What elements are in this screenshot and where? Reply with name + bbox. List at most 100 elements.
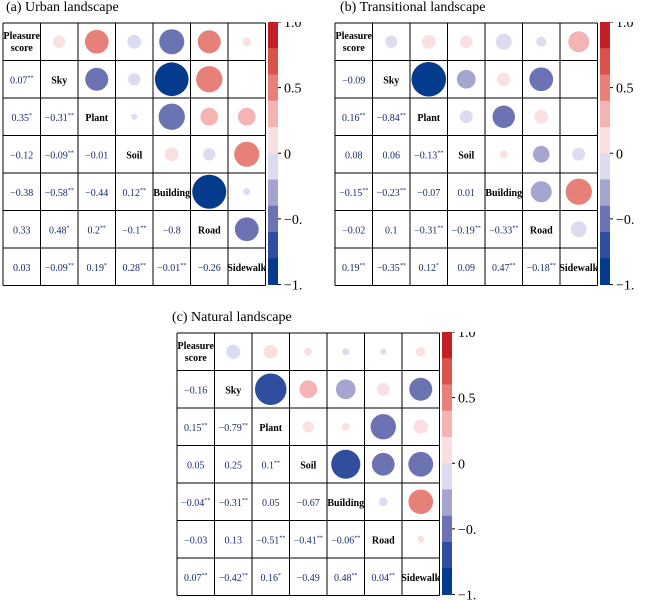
corr-circle <box>377 383 390 396</box>
coef-label: −0.09** <box>45 263 74 274</box>
coef-label: −0.19** <box>452 225 481 236</box>
coef-label: 0.05 <box>187 460 205 471</box>
coef-label: −0.23** <box>377 188 406 199</box>
diag-label: score <box>343 43 366 54</box>
coef-label: −0.16 <box>184 385 207 396</box>
coef-label: 0.16** <box>342 113 366 124</box>
legend-bin <box>600 180 610 207</box>
corr-circle <box>264 345 278 359</box>
corr-circle <box>336 379 356 399</box>
coef-label: −0.8 <box>163 225 181 236</box>
corr-circle <box>203 148 215 160</box>
coef-label: 0.16* <box>261 573 282 584</box>
corr-circle <box>200 108 218 126</box>
legend-bin <box>600 75 610 102</box>
corr-circle <box>493 106 515 128</box>
corr-circle <box>128 73 140 85</box>
corr-circle <box>408 452 433 477</box>
legend-tick-label: 0.5 <box>458 392 476 407</box>
coef-label: −0.09** <box>45 150 74 161</box>
corr-circle <box>385 36 397 48</box>
diag-label: Sidewalk <box>227 263 266 274</box>
legend-bin <box>268 127 278 154</box>
legend-bin <box>442 490 452 517</box>
diag-label: Sky <box>225 385 241 396</box>
coef-label: −0.09 <box>342 75 365 86</box>
legend-bin <box>268 48 278 75</box>
diag-label: Road <box>372 535 395 546</box>
corr-circle <box>536 37 546 47</box>
legend-bin <box>268 153 278 180</box>
corr-circle <box>255 373 287 405</box>
corr-circle <box>533 146 550 163</box>
corr-circle <box>571 221 587 237</box>
legend-tick-label: −0.5 <box>616 213 634 228</box>
coef-label: −0.06** <box>331 535 360 546</box>
coef-label: 0.48** <box>334 573 358 584</box>
legend-tick-label: −1.0 <box>616 279 634 293</box>
legend-tick-label: 1.0 <box>616 22 634 31</box>
corr-circle <box>417 536 424 543</box>
corr-circle <box>460 36 472 48</box>
corr-circle <box>234 142 259 167</box>
corr-circle <box>497 73 510 86</box>
corr-circle <box>534 110 548 124</box>
corr-circle <box>500 150 508 158</box>
coef-label: 0.25 <box>225 460 243 471</box>
correlogram-natural: PleasurescoreSkyPlantSoilBuildingRoadSid… <box>176 332 476 600</box>
corr-circle <box>531 181 552 202</box>
coef-label: 0.28** <box>123 263 147 274</box>
corr-circle <box>409 378 432 401</box>
diag-label: Soil <box>126 150 142 161</box>
coef-label: 0.07** <box>184 573 208 584</box>
corr-circle <box>85 68 108 91</box>
legend-tick-label: 0 <box>616 147 623 162</box>
corr-circle <box>411 62 446 97</box>
corr-circle <box>127 35 141 49</box>
corr-circle <box>379 497 388 506</box>
coef-label: 0.48* <box>49 225 70 236</box>
diag-label: Pleasure <box>336 31 373 42</box>
legend-bin <box>600 22 610 49</box>
coef-label: 0.19** <box>342 263 366 274</box>
diag-label: Sidewalk <box>559 263 598 274</box>
diag-label: Plant <box>417 113 440 124</box>
corr-circle <box>165 147 179 161</box>
legend-bin <box>268 206 278 233</box>
diag-label: Soil <box>300 460 316 471</box>
legend-tick-label: 0 <box>458 457 465 472</box>
diag-label: Building <box>153 188 190 199</box>
coef-label: −0.31** <box>414 225 443 236</box>
coef-label: 0.47** <box>492 263 516 274</box>
corr-circle <box>414 420 428 434</box>
panel-a-title: (a) Urban landscape <box>6 0 119 16</box>
legend-bin <box>442 437 452 464</box>
corr-circle <box>53 36 65 48</box>
legend-bin <box>600 258 610 285</box>
coef-label: −0.12 <box>10 150 33 161</box>
legend-tick-label: −1.0 <box>284 279 302 293</box>
coef-label: −0.04** <box>181 498 210 509</box>
legend-tick-label: 0.5 <box>616 82 634 97</box>
coef-label: 0.12** <box>123 188 147 199</box>
corr-circle <box>342 423 350 431</box>
coef-label: 0.33 <box>13 225 31 236</box>
diag-label: score <box>11 43 34 54</box>
diag-label: Road <box>198 225 221 236</box>
coef-label: −0.02 <box>342 225 365 236</box>
legend-bin <box>600 127 610 154</box>
legend-bin <box>442 411 452 438</box>
coef-label: −0.84** <box>377 113 406 124</box>
corr-circle <box>242 37 251 46</box>
coef-label: 0.07** <box>10 75 34 86</box>
corr-circle <box>380 349 386 355</box>
corr-circle <box>238 108 256 126</box>
legend-bin <box>442 516 452 543</box>
legend-bin <box>268 101 278 128</box>
legend-bin <box>442 542 452 569</box>
legend-bin <box>442 463 452 490</box>
legend-tick-label: 1.0 <box>458 332 476 341</box>
diag-label: Pleasure <box>178 341 215 352</box>
corr-circle <box>422 35 436 49</box>
coef-label: −0.15** <box>339 188 368 199</box>
